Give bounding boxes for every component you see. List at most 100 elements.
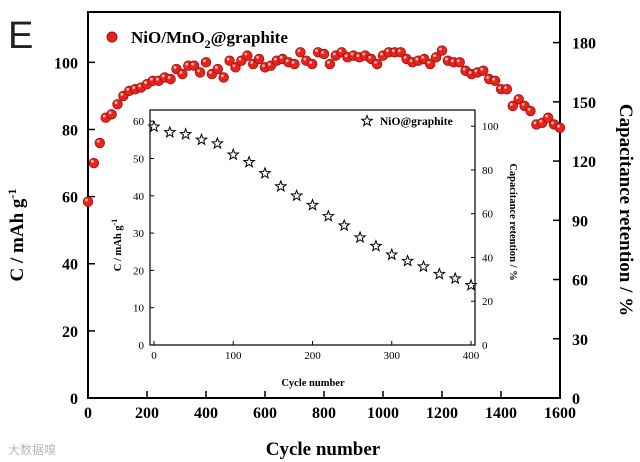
inset-data-point (290, 188, 304, 202)
main-point-highlight (262, 64, 265, 68)
main-legend-label-suffix: @graphite (211, 28, 289, 47)
inset-x-tick-label: 400 (463, 350, 480, 362)
inset-y2-axis: 0 20 40 60 80 100 (471, 121, 499, 352)
main-point-highlight (214, 66, 218, 69)
main-point-highlight (533, 121, 537, 125)
main-y-axis: 0 20 40 60 80 100 (54, 55, 95, 408)
main-data-point (554, 122, 566, 134)
main-y-tick-label: 0 (70, 391, 78, 408)
inset-x-tick-label: 200 (304, 350, 321, 362)
inset-x-axis: 0 100 200 300 400 (151, 341, 480, 362)
main-data-point (112, 99, 123, 110)
inset-x-axis-title: Cycle number (281, 378, 345, 389)
main-data-point (289, 58, 300, 70)
inset-y2-tick-label: 60 (482, 209, 494, 221)
inset-y-tick-label: 10 (133, 303, 145, 315)
main-x-tick-label: 200 (135, 405, 159, 422)
inset-data-point (194, 132, 209, 146)
main-point-highlight (114, 101, 118, 105)
main-data-point (165, 73, 176, 85)
main-y-tick-label: 100 (54, 55, 78, 72)
inset-y-tick-label: 20 (133, 265, 145, 277)
main-point-highlight (144, 81, 147, 84)
main-data-point (88, 157, 100, 169)
main-data-point (253, 53, 265, 65)
inset-y-tick-label: 40 (133, 191, 145, 203)
watermark: 大数据嗅 (8, 443, 57, 457)
main-data-point (318, 48, 330, 60)
main-point-highlight (415, 57, 419, 61)
main-point-highlight (386, 49, 389, 53)
main-point-highlight (332, 52, 336, 56)
main-point-highlight (297, 49, 301, 53)
main-data-point (94, 137, 106, 149)
inset-legend-label: NiO@graphite (380, 116, 453, 128)
main-point-highlight (273, 57, 277, 61)
main-point-highlight (102, 114, 106, 118)
main-point-highlight (226, 57, 230, 61)
inset-data-point (353, 230, 367, 244)
main-point-highlight (504, 86, 507, 89)
inset-data-point (305, 198, 320, 211)
inset-data-point (464, 278, 478, 291)
inset-series-points (147, 119, 478, 291)
main-data-point (194, 67, 206, 78)
main-point-highlight (85, 198, 88, 202)
main-x-tick-label: 1000 (367, 405, 399, 422)
main-point-highlight (492, 77, 495, 81)
main-point-highlight (244, 52, 248, 56)
main-data-point (525, 105, 536, 117)
main-data-point (489, 75, 501, 87)
main-y2-tick-label: 120 (572, 154, 596, 171)
main-point-highlight (179, 71, 183, 74)
inset-data-point (385, 247, 399, 261)
main-point-highlight (445, 57, 448, 61)
main-data-point (478, 65, 489, 76)
main-point-highlight (344, 54, 348, 58)
main-x-tick-label: 400 (194, 405, 218, 422)
main-point-highlight (327, 61, 330, 64)
main-point-highlight (268, 62, 271, 66)
main-point-highlight (108, 111, 112, 115)
inset-y-tick-label: 0 (139, 340, 145, 352)
main-point-highlight (303, 57, 307, 61)
main-y2-axis-title: Capacitance retention / % (615, 104, 636, 316)
main-point-highlight (220, 74, 224, 78)
main-point-highlight (132, 86, 136, 89)
main-data-point (436, 45, 448, 56)
inset-data-point (258, 166, 272, 180)
main-point-highlight (155, 77, 159, 81)
main-point-highlight (350, 52, 354, 56)
main-y-tick-label: 80 (62, 122, 78, 139)
main-legend: NiO/MnO2@graphite (106, 28, 289, 51)
main-y2-tick-label: 180 (572, 36, 596, 53)
main-point-highlight (486, 76, 490, 79)
main-data-point (82, 196, 94, 207)
main-legend-label-sub: 2 (205, 37, 211, 51)
inset-y2-tick-label: 20 (482, 296, 494, 308)
main-x-tick-label: 0 (84, 405, 92, 422)
inset-y2-axis-title: Capacitance retention / % (507, 163, 518, 280)
main-x-tick-label: 1600 (544, 405, 576, 422)
main-point-highlight (521, 102, 525, 106)
main-y-tick-label: 60 (62, 190, 78, 207)
main-point-highlight (409, 59, 413, 63)
main-point-highlight (362, 52, 366, 56)
main-y-axis-title-text: C / mAh g (7, 198, 28, 281)
main-point-highlight (167, 76, 171, 79)
main-point-highlight (468, 71, 472, 74)
main-point-highlight (232, 64, 236, 68)
inset-x-tick-label: 300 (384, 350, 401, 362)
main-point-highlight (421, 55, 425, 59)
main-data-point (177, 68, 188, 80)
main-point-highlight (315, 49, 318, 53)
main-point-highlight (397, 49, 401, 53)
main-point-highlight (480, 67, 484, 71)
inset-data-point (321, 209, 335, 222)
inset-data-point (210, 136, 224, 150)
main-point-highlight (291, 61, 295, 64)
inset-data-point (242, 155, 256, 168)
main-point-highlight (374, 61, 377, 64)
inset-y-tick-label: 50 (133, 153, 145, 165)
